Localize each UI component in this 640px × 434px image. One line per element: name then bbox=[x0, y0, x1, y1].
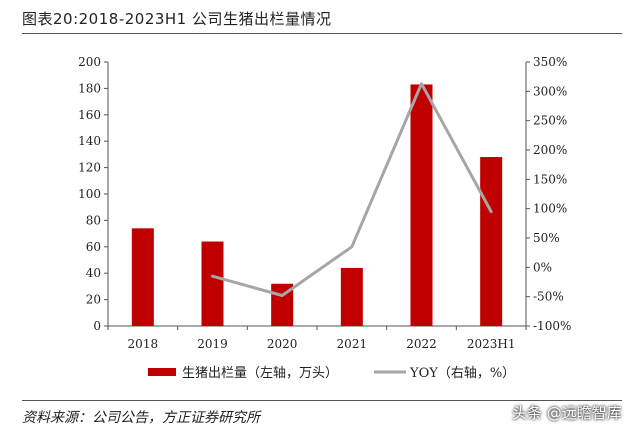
x-tick-label: 2019 bbox=[197, 337, 228, 351]
y-right-tick-label: -50% bbox=[533, 290, 564, 304]
y-right-tick-label: -100% bbox=[533, 319, 571, 333]
y-left-tick-label: 160 bbox=[78, 108, 101, 122]
y-right-tick-label: 350% bbox=[533, 55, 567, 69]
y-left-tick-label: 140 bbox=[78, 134, 101, 148]
y-left-tick-label: 0 bbox=[93, 319, 101, 333]
y-left-tick-label: 60 bbox=[86, 240, 101, 254]
y-left-tick-label: 180 bbox=[78, 81, 101, 95]
chart-title: 图表20:2018-2023H1 公司生猪出栏量情况 bbox=[22, 10, 332, 28]
y-right-tick-label: 50% bbox=[533, 231, 560, 245]
source-rule bbox=[22, 400, 622, 401]
bar-2021 bbox=[340, 267, 363, 326]
y-left-tick-label: 20 bbox=[86, 293, 101, 307]
bar-2023H1 bbox=[480, 157, 503, 326]
y-right-tick-label: 0% bbox=[533, 260, 552, 274]
watermark: 头条 @远瞻智库 bbox=[512, 404, 622, 422]
x-tick-label: 2021 bbox=[337, 337, 368, 351]
y-right-tick-label: 150% bbox=[533, 172, 567, 186]
bar-2022 bbox=[410, 84, 433, 326]
y-left-tick-label: 100 bbox=[78, 187, 101, 201]
y-right-tick-label: 100% bbox=[533, 202, 567, 216]
y-right-tick-label: 250% bbox=[533, 114, 567, 128]
source-note: 资料来源：公司公告，方正证券研究所 bbox=[22, 410, 260, 426]
x-tick-label: 2023H1 bbox=[467, 337, 516, 351]
legend-line-label: YOY（右轴，%） bbox=[409, 366, 515, 381]
title-rule bbox=[22, 33, 622, 34]
y-left-tick-label: 120 bbox=[78, 161, 101, 175]
y-right-tick-label: 300% bbox=[533, 84, 567, 98]
bar-2018 bbox=[131, 228, 154, 326]
y-left-tick-label: 40 bbox=[86, 266, 101, 280]
y-right-tick-label: 200% bbox=[533, 143, 567, 157]
y-left-tick-label: 80 bbox=[86, 213, 101, 227]
yoy-line bbox=[211, 82, 493, 297]
y-left-tick-label: 200 bbox=[78, 55, 101, 69]
legend-bar-label: 生猪出栏量（左轴，万头） bbox=[182, 366, 338, 381]
x-tick-label: 2022 bbox=[406, 337, 437, 351]
x-tick-label: 2020 bbox=[267, 337, 298, 351]
x-tick-label: 2018 bbox=[128, 337, 159, 351]
legend-bar-swatch bbox=[148, 368, 176, 376]
bar-2019 bbox=[201, 241, 224, 326]
